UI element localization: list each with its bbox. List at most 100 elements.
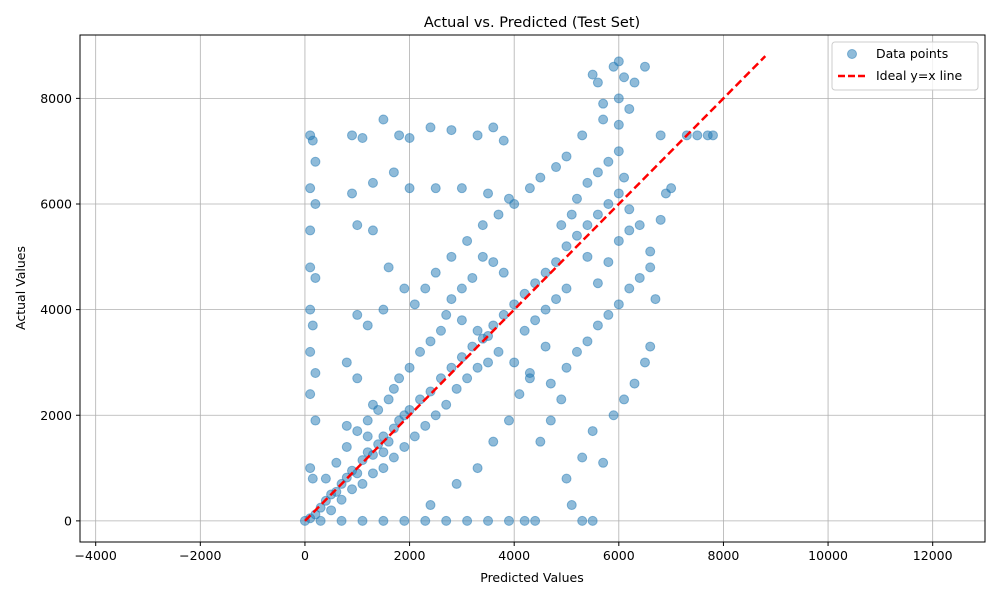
data-point xyxy=(655,214,666,225)
data-point xyxy=(483,188,494,199)
data-point xyxy=(357,515,368,526)
data-point xyxy=(498,267,509,278)
data-point xyxy=(388,452,399,463)
data-point xyxy=(425,500,436,511)
data-point xyxy=(331,486,342,497)
data-point xyxy=(592,278,603,289)
data-point xyxy=(305,389,316,400)
data-point xyxy=(566,209,577,220)
data-point xyxy=(577,515,588,526)
data-point xyxy=(310,272,321,283)
y-axis: 0 2000 4000 6000 8000 xyxy=(40,91,80,528)
data-point xyxy=(613,235,624,246)
data-point xyxy=(545,378,556,389)
data-point xyxy=(310,415,321,426)
data-point xyxy=(320,473,331,484)
data-point xyxy=(425,386,436,397)
data-point xyxy=(561,362,572,373)
data-point xyxy=(367,449,378,460)
data-point xyxy=(352,220,363,231)
data-point xyxy=(608,61,619,72)
data-point xyxy=(347,130,358,141)
data-point xyxy=(388,423,399,434)
data-point xyxy=(367,225,378,236)
data-point xyxy=(462,235,473,246)
data-point xyxy=(613,146,624,157)
data-point xyxy=(592,209,603,220)
data-point xyxy=(399,515,410,526)
data-point xyxy=(420,515,431,526)
data-point xyxy=(383,394,394,405)
chart-title: Actual vs. Predicted (Test Set) xyxy=(424,15,640,31)
data-point xyxy=(619,72,630,83)
y-tick-label: 2000 xyxy=(40,408,72,423)
data-point xyxy=(472,130,483,141)
data-point xyxy=(388,383,399,394)
data-point xyxy=(362,431,373,442)
data-point xyxy=(666,183,677,194)
data-point xyxy=(415,394,426,405)
data-point xyxy=(336,494,347,505)
data-point xyxy=(446,251,457,262)
data-point xyxy=(598,114,609,125)
data-point xyxy=(352,426,363,437)
data-point xyxy=(629,77,640,88)
data-point xyxy=(420,283,431,294)
data-point xyxy=(415,346,426,357)
data-point xyxy=(347,188,358,199)
data-point xyxy=(561,151,572,162)
x-axis-label: Predicted Values xyxy=(480,570,584,585)
data-point xyxy=(315,515,326,526)
data-point xyxy=(446,294,457,305)
data-point xyxy=(650,294,661,305)
data-point xyxy=(362,320,373,331)
data-point xyxy=(441,309,452,320)
data-point xyxy=(519,515,530,526)
data-point xyxy=(603,309,614,320)
data-point xyxy=(592,167,603,178)
data-point xyxy=(582,220,593,231)
data-point xyxy=(310,156,321,167)
data-point xyxy=(307,135,318,146)
data-point xyxy=(305,304,316,315)
data-point xyxy=(592,320,603,331)
data-point xyxy=(551,162,562,173)
data-point xyxy=(535,436,546,447)
data-point xyxy=(493,209,504,220)
data-point xyxy=(624,204,635,215)
data-point xyxy=(692,130,703,141)
data-point xyxy=(535,172,546,183)
data-point xyxy=(530,315,541,326)
legend-box xyxy=(831,41,979,91)
data-point xyxy=(462,373,473,384)
x-tick-label: −4000 xyxy=(75,548,117,563)
data-point xyxy=(540,341,551,352)
data-point xyxy=(441,515,452,526)
data-point xyxy=(446,125,457,136)
data-point xyxy=(509,199,520,209)
data-point xyxy=(477,220,488,231)
data-point xyxy=(315,502,326,513)
data-point xyxy=(425,122,436,133)
data-point xyxy=(352,309,363,320)
x-tick-label: 12000 xyxy=(913,548,953,563)
data-point xyxy=(467,272,478,283)
data-point xyxy=(613,119,624,130)
ideal-line xyxy=(304,55,767,522)
data-point xyxy=(378,463,389,474)
data-point xyxy=(394,130,405,141)
x-tick-label: 10000 xyxy=(808,548,848,563)
data-point xyxy=(404,404,415,415)
data-point xyxy=(472,362,483,373)
data-point xyxy=(540,304,551,315)
data-point xyxy=(472,463,483,474)
x-tick-label: 6000 xyxy=(603,548,635,563)
x-axis: −4000 −2000 0 2000 4000 6000 8000 10000 12000 xyxy=(75,542,953,563)
data-point xyxy=(352,373,363,384)
data-point xyxy=(430,410,441,421)
data-point xyxy=(305,183,316,194)
data-point xyxy=(603,156,614,167)
data-point xyxy=(357,132,368,143)
data-point xyxy=(571,346,582,357)
data-point xyxy=(561,283,572,294)
